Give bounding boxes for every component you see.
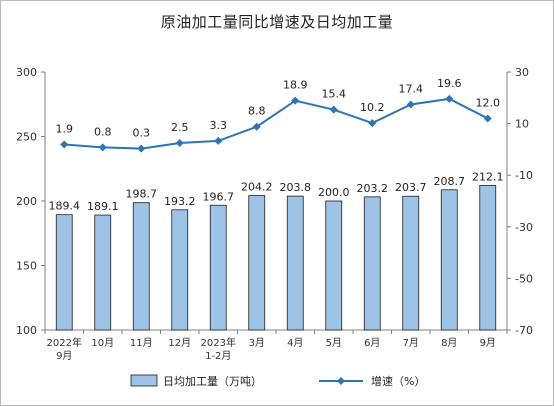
line-value-label: 19.6: [437, 77, 462, 90]
legend-line-label: 增速（%）: [371, 374, 425, 388]
line-marker: [368, 119, 377, 128]
bar: [402, 195, 420, 331]
line-marker: [329, 105, 338, 114]
x-category-label: 7月: [403, 337, 419, 349]
line-marker: [291, 96, 300, 105]
x-category-label: 12月: [168, 337, 191, 349]
line-value-label: 1.9: [56, 122, 74, 135]
bar-value-label: 203.2: [357, 182, 389, 195]
line-value-label: 17.4: [399, 83, 424, 96]
line-marker: [175, 138, 184, 147]
bar-value-label: 198.7: [126, 188, 158, 201]
left-tick-label: 100: [16, 324, 37, 337]
line-marker: [60, 140, 69, 149]
bar: [286, 195, 304, 331]
bar-value-label: 196.7: [203, 190, 235, 203]
bar-value-label: 204.2: [241, 181, 273, 194]
line-value-label: 0.8: [94, 125, 112, 138]
legend-bar-swatch: [130, 374, 158, 387]
line-value-label: 18.9: [283, 79, 308, 92]
line-value-label: 12.0: [476, 96, 501, 109]
left-tick-label: 150: [16, 260, 37, 273]
line-value-label: 10.2: [360, 101, 385, 114]
line-value-label: 8.8: [248, 105, 266, 118]
line-value-label: 15.4: [322, 88, 347, 101]
line-marker: [406, 100, 415, 109]
right-tick-label: 30: [515, 66, 529, 79]
right-tick-label: -50: [515, 272, 533, 285]
line-marker: [252, 122, 261, 131]
bar: [363, 196, 381, 331]
line-value-label: 0.3: [133, 127, 151, 140]
bar: [479, 184, 497, 331]
bar-value-label: 189.4: [49, 200, 81, 213]
x-category-label: 9月: [480, 337, 496, 349]
bar: [171, 209, 189, 331]
left-tick-label: 200: [16, 195, 37, 208]
bar-value-label: 208.7: [434, 175, 466, 188]
line-value-label: 3.3: [210, 119, 228, 132]
bar: [55, 214, 73, 331]
x-category-label: 4月: [287, 337, 303, 349]
bar: [132, 202, 150, 331]
x-category-label: 11月: [130, 337, 153, 349]
bar: [209, 204, 227, 331]
bar-value-label: 212.1: [472, 170, 504, 183]
bar: [440, 189, 458, 331]
growth-line: [64, 97, 489, 150]
legend-bar-label: 日均加工量（万吨）: [163, 375, 262, 388]
left-tick-label: 250: [16, 131, 37, 144]
bar-value-label: 203.7: [395, 181, 427, 194]
x-category-label: 2023年: [201, 336, 236, 349]
line-marker: [98, 143, 107, 152]
x-category-label: 5月: [326, 337, 342, 349]
right-tick-label: -30: [515, 221, 533, 234]
bar: [248, 195, 266, 331]
right-tick-label: 10: [515, 118, 529, 131]
x-category-label: 2022年: [47, 336, 82, 349]
x-category-label: 6月: [364, 337, 380, 349]
bar-value-label: 200.0: [318, 186, 350, 199]
chart-title: 原油加工量同比增速及日均加工量: [160, 13, 394, 31]
right-tick-label: -70: [515, 324, 533, 337]
line-marker: [483, 114, 492, 123]
line-marker: [137, 144, 146, 153]
bar: [325, 200, 343, 331]
bar: [94, 214, 112, 331]
x-category-label: 8月: [441, 337, 457, 349]
line-marker: [214, 136, 223, 145]
line-marker: [445, 94, 454, 103]
x-category-label: 10月: [91, 337, 114, 349]
left-tick-label: 300: [16, 66, 37, 79]
bar-value-label: 193.2: [164, 195, 196, 208]
x-category-label: 3月: [249, 337, 265, 349]
right-tick-label: -10: [515, 169, 533, 182]
x-category-label: 9月: [56, 350, 72, 362]
legend-line-marker: [337, 377, 345, 385]
bar-value-label: 189.1: [87, 200, 119, 213]
x-category-label: 1-2月: [205, 350, 231, 362]
bar-value-label: 203.8: [280, 181, 312, 194]
line-value-label: 2.5: [171, 121, 189, 134]
